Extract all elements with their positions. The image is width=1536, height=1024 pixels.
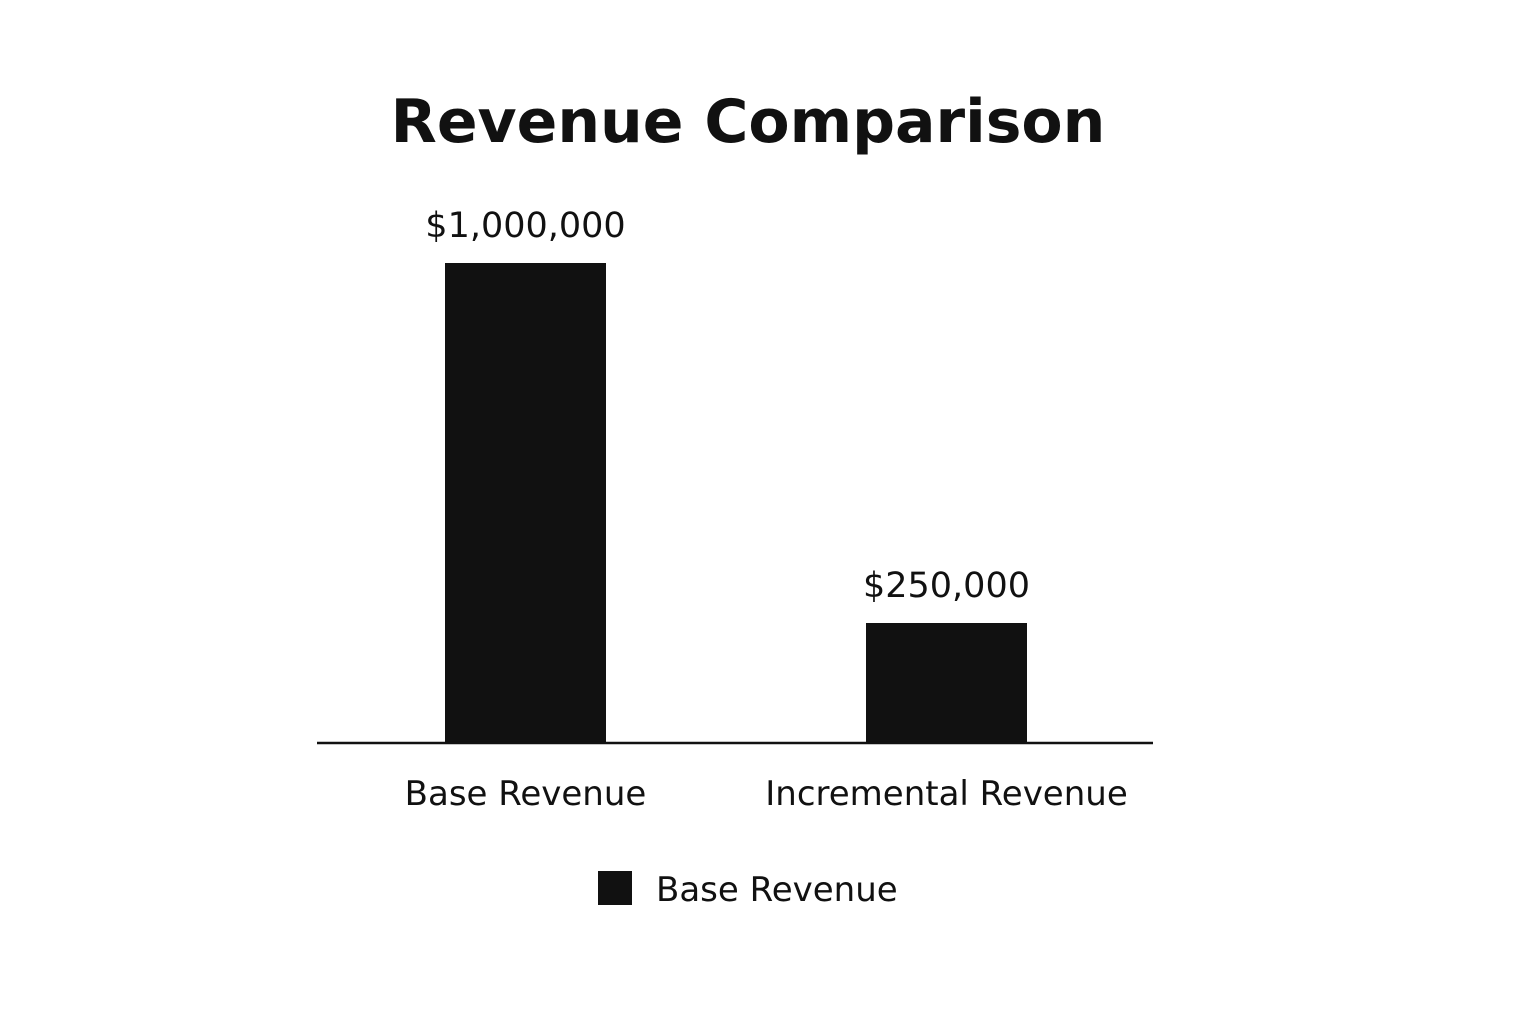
category-labels-layer: Base Revenue Incremental Revenue (405, 774, 1128, 814)
value-label-base-revenue: $1,000,000 (425, 206, 625, 246)
category-label-incremental-revenue: Incremental Revenue (765, 774, 1128, 814)
bar-base-revenue (445, 263, 606, 743)
legend-label: Base Revenue (656, 870, 898, 910)
value-labels-layer: $1,000,000 $250,000 (425, 206, 1030, 606)
legend: Base Revenue (598, 870, 898, 910)
bar-incremental-revenue (866, 623, 1027, 743)
value-label-incremental-revenue: $250,000 (863, 566, 1030, 606)
category-label-base-revenue: Base Revenue (405, 774, 647, 814)
chart-title: Revenue Comparison (391, 87, 1106, 157)
legend-swatch (598, 871, 632, 905)
bars-layer (445, 263, 1027, 743)
